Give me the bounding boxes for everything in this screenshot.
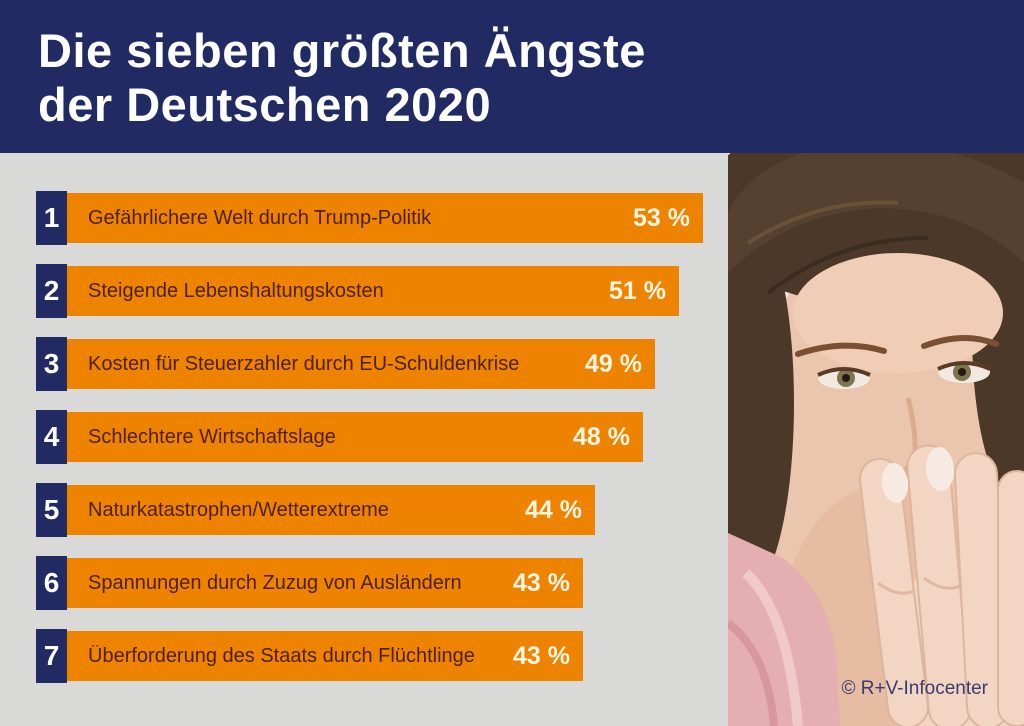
bar-label: Naturkatastrophen/Wetterextreme <box>88 498 389 521</box>
bar-value: 51 % <box>609 276 666 305</box>
bar-value: 48 % <box>573 422 630 451</box>
bar-row: 5 Naturkatastrophen/Wetterextreme 44 % <box>36 483 728 537</box>
bar-label: Spannungen durch Zuzug von Ausländern <box>88 571 462 594</box>
bar: Spannungen durch Zuzug von Ausländern 43… <box>67 558 583 608</box>
bar: Naturkatastrophen/Wetterextreme 44 % <box>67 485 595 535</box>
page-title-line1: Die sieben größten Ängste <box>38 24 646 77</box>
bar-row: 1 Gefährlichere Welt durch Trump-Politik… <box>36 191 728 245</box>
bar-row: 2 Steigende Lebenshaltungskosten 51 % <box>36 264 728 318</box>
bar-value: 44 % <box>525 495 582 524</box>
bar-label: Überforderung des Staats durch Flüchtlin… <box>88 644 475 667</box>
bar: Gefährlichere Welt durch Trump-Politik 5… <box>67 193 703 243</box>
bar: Steigende Lebenshaltungskosten 51 % <box>67 266 679 316</box>
bar: Schlechtere Wirtschaftslage 48 % <box>67 412 643 462</box>
page-title-line2: der Deutschen 2020 <box>38 77 492 131</box>
bar-row: 3 Kosten für Steuerzahler durch EU-Schul… <box>36 337 728 391</box>
woman-covering-mouth-photo <box>728 153 1024 726</box>
rank-badge: 7 <box>36 629 67 683</box>
bar-row: 7 Überforderung des Staats durch Flüchtl… <box>36 629 728 683</box>
header: Die sieben größten Ängste der Deutschen 2… <box>0 0 1024 153</box>
bar: Kosten für Steuerzahler durch EU-Schulde… <box>67 339 655 389</box>
bar-value: 49 % <box>585 349 642 378</box>
bar-label: Gefährlichere Welt durch Trump-Politik <box>88 206 432 229</box>
bar-value: 43 % <box>513 568 570 597</box>
bar-row: 4 Schlechtere Wirtschaftslage 48 % <box>36 410 728 464</box>
rank-badge: 1 <box>36 191 67 245</box>
bar-value: 53 % <box>633 203 690 232</box>
bar-label: Kosten für Steuerzahler durch EU-Schulde… <box>88 352 520 375</box>
fears-bar-chart: 1 Gefährlichere Welt durch Trump-Politik… <box>36 191 728 704</box>
bar-label: Schlechtere Wirtschaftslage <box>88 425 336 448</box>
copyright-text: © R+V-Infocenter <box>841 678 988 699</box>
rank-badge: 4 <box>36 410 67 464</box>
photo-panel: © R+V-Infocenter <box>728 153 1024 726</box>
bar-label: Steigende Lebenshaltungskosten <box>88 279 384 302</box>
rank-badge: 3 <box>36 337 67 391</box>
page-title: Die sieben größten Ängste der Deutschen 2… <box>0 0 1024 131</box>
bar-value: 43 % <box>513 641 570 670</box>
rank-badge: 5 <box>36 483 67 537</box>
rank-badge: 2 <box>36 264 67 318</box>
bar: Überforderung des Staats durch Flüchtlin… <box>67 631 583 681</box>
bar-row: 6 Spannungen durch Zuzug von Ausländern … <box>36 556 728 610</box>
rank-badge: 6 <box>36 556 67 610</box>
